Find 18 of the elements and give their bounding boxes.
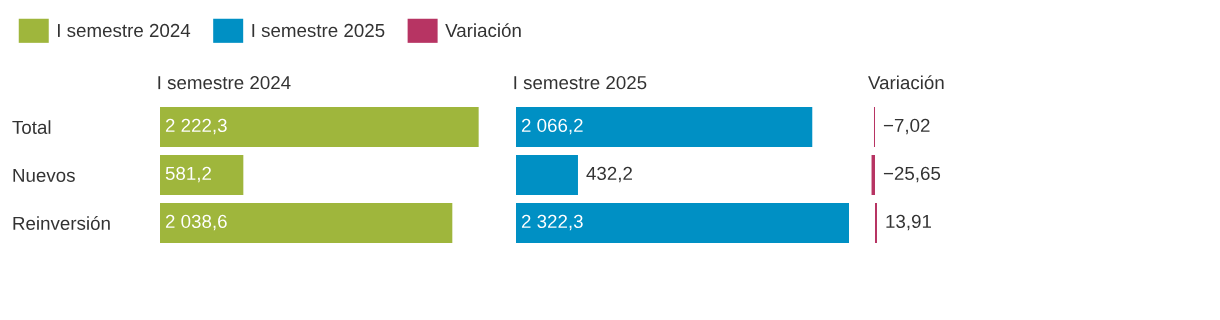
- chart-title: Variación: [868, 75, 944, 90]
- y-tick-label: Total: [12, 120, 51, 134]
- legend-label: I semestre 2024: [57, 23, 191, 38]
- data-label: 13,91: [886, 214, 931, 231]
- chart-title: I semestre 2025: [514, 76, 647, 90]
- data-label: 2 066,2: [521, 118, 583, 135]
- y-tick-label: Nuevos: [13, 168, 75, 182]
- y-tick-label: Reinversión: [13, 215, 110, 230]
- data-label: 2 222,3: [165, 118, 227, 135]
- data-label: 581,2: [165, 166, 211, 183]
- data-label: −7,02: [883, 118, 930, 135]
- data-label: −25,65: [883, 166, 941, 183]
- data-label: 2 322,3: [521, 214, 583, 231]
- data-label: 432,2: [586, 166, 632, 183]
- data-label: 2 038,6: [165, 214, 227, 231]
- legend-label: Variación: [445, 23, 521, 38]
- legend-label: I semestre 2025: [252, 23, 385, 38]
- chart-title: I semestre 2024: [158, 76, 291, 90]
